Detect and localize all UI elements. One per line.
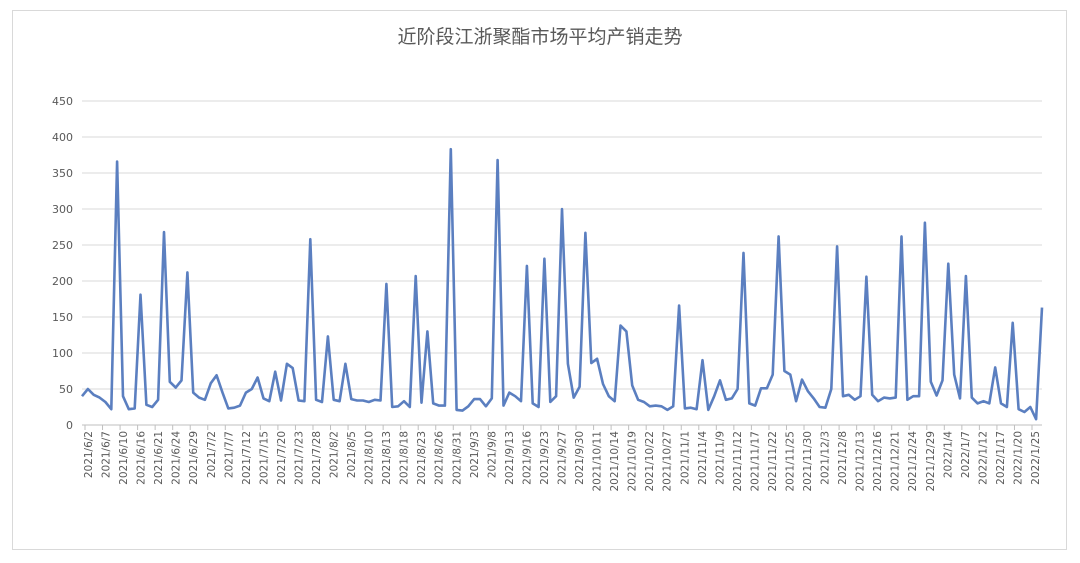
x-tick-label: 2021/7/23 [293, 431, 305, 485]
x-tick-label: 2021/8/13 [381, 431, 393, 485]
x-tick-label: 2021/9/3 [469, 431, 481, 478]
x-tick-label: 2021/6/7 [101, 431, 113, 478]
x-tick-label: 2021/8/18 [399, 431, 411, 485]
x-tick-label: 2021/12/13 [855, 431, 867, 492]
x-tick-label: 2022/1/4 [942, 431, 954, 478]
y-tick-label: 400 [52, 131, 73, 144]
x-tick-label: 2021/10/14 [609, 431, 621, 492]
x-tick-label: 2021/6/29 [188, 431, 200, 485]
x-tick-label: 2021/8/2 [329, 431, 341, 478]
x-tick-label: 2021/8/26 [434, 431, 446, 485]
x-tick-label: 2021/9/27 [557, 431, 569, 485]
x-tick-label: 2021/11/1 [679, 431, 691, 485]
x-tick-label: 2021/7/28 [311, 431, 323, 485]
x-tick-label: 2021/11/9 [714, 431, 726, 485]
x-tick-label: 2021/9/23 [539, 431, 551, 485]
x-tick-label: 2021/9/8 [486, 431, 498, 478]
y-tick-label: 0 [66, 419, 73, 432]
y-tick-label: 300 [52, 203, 73, 216]
y-tick-label: 100 [52, 347, 73, 360]
x-tick-label: 2021/8/10 [364, 431, 376, 485]
x-tick-label: 2021/7/7 [223, 431, 235, 478]
x-tick-label: 2021/9/13 [504, 431, 516, 485]
y-tick-label: 50 [59, 383, 73, 396]
x-tick-label: 2021/12/3 [820, 431, 832, 485]
x-tick-label: 2021/10/27 [662, 431, 674, 492]
x-tick-label: 2022/1/25 [1030, 431, 1042, 485]
y-tick-label: 450 [52, 95, 73, 108]
y-tick-label: 250 [52, 239, 73, 252]
x-tick-label: 2021/7/20 [276, 431, 288, 485]
x-tick-label: 2022/1/17 [995, 431, 1007, 485]
chart-frame [12, 10, 1067, 550]
x-tick-label: 2021/11/22 [767, 431, 779, 492]
x-tick-label: 2021/11/17 [749, 431, 761, 492]
x-tick-label: 2021/10/19 [627, 431, 639, 492]
x-tick-label: 2021/9/30 [574, 431, 586, 485]
y-tick-label: 150 [52, 311, 73, 324]
y-tick-label: 350 [52, 167, 73, 180]
x-tick-label: 2021/7/12 [241, 431, 253, 485]
x-tick-label: 2022/1/12 [977, 431, 989, 485]
x-tick-label: 2021/11/25 [784, 431, 796, 492]
x-tick-label: 2021/6/2 [83, 431, 95, 478]
x-tick-label: 2021/6/24 [171, 431, 183, 485]
x-tick-label: 2021/8/23 [416, 431, 428, 485]
x-tick-label: 2021/8/5 [346, 431, 358, 478]
x-tick-label: 2021/12/21 [890, 431, 902, 492]
x-tick-label: 2021/11/4 [697, 431, 709, 485]
x-tick-label: 2021/9/16 [521, 431, 533, 485]
x-tick-label: 2021/12/8 [837, 431, 849, 485]
x-tick-label: 2021/11/30 [802, 431, 814, 492]
x-tick-label: 2021/7/2 [206, 431, 218, 478]
x-tick-label: 2021/12/16 [872, 431, 884, 492]
x-tick-label: 2021/12/24 [907, 431, 919, 492]
x-tick-label: 2021/8/31 [451, 431, 463, 485]
x-tick-label: 2021/6/10 [118, 431, 130, 485]
x-tick-label: 2022/1/7 [960, 431, 972, 478]
x-tick-label: 2022/1/20 [1012, 431, 1024, 485]
y-tick-label: 200 [52, 275, 73, 288]
x-tick-label: 2021/6/16 [136, 431, 148, 485]
series-line [80, 147, 1044, 421]
x-tick-label: 2021/10/22 [644, 431, 656, 492]
x-tick-label: 2021/10/11 [592, 431, 604, 492]
chart-title: 近阶段江浙聚酯市场平均产销走势 [397, 26, 683, 48]
x-tick-label: 2021/7/15 [258, 431, 270, 485]
x-tick-label: 2021/11/12 [732, 431, 744, 492]
x-tick-label: 2021/12/29 [925, 431, 937, 492]
x-tick-label: 2021/6/21 [153, 431, 165, 485]
